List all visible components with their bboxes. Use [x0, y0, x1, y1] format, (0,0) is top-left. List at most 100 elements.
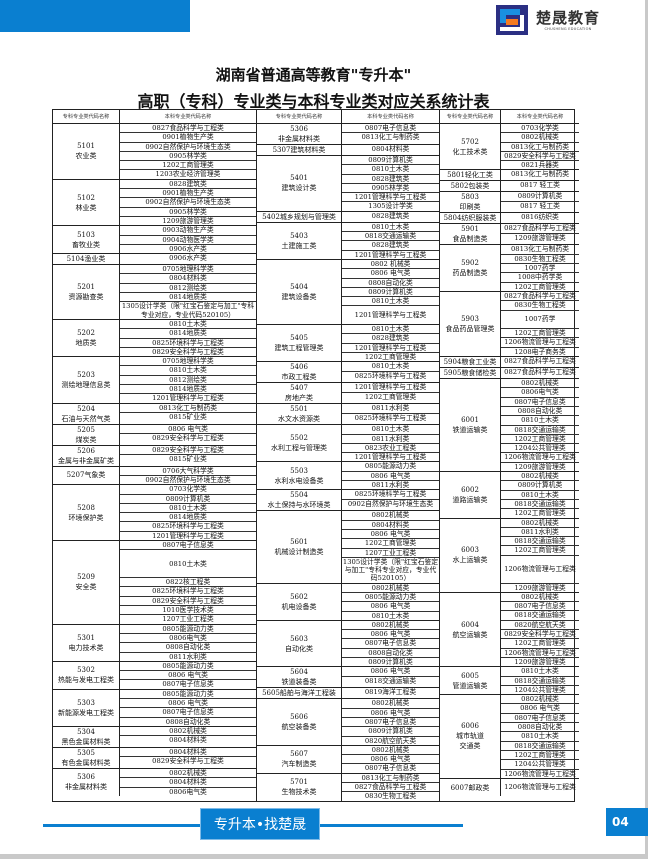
major-label: 0812测绘类 [169, 375, 207, 384]
category-label-line: 金属与非金属矿类 [58, 456, 114, 465]
major-label: 0810土木类 [371, 362, 410, 371]
major-label: 0813化工与制药类 [361, 133, 420, 142]
category-label-line: 5201 [77, 283, 95, 292]
undergraduate-major: 0809计算机类 [342, 156, 439, 166]
undergraduate-major: 1007药学 [501, 311, 579, 330]
undergraduate-major: 0818交通运输类 [501, 537, 579, 547]
undergraduate-major: 0811水利类 [342, 481, 439, 489]
category-label-line: 5303 [77, 698, 95, 707]
undergraduate-major: 0805能源动力类 [342, 462, 439, 472]
undergraduate-major: 1207工业工程类 [120, 615, 256, 623]
page-subtitle: 高职（专科）专业类与本科专业类对应关系统计表 [137, 92, 490, 111]
table-row: 6002 道路运输类 0802机械类 0809计算机类 0810土木类 0818交通运输类… [440, 472, 579, 519]
major-label: 1204公共管理类 [514, 444, 566, 453]
brand-name: 楚晟教育 [536, 8, 601, 27]
table-row: 5604 铁道装备类 0806 电气类 0818交通运输类 [257, 667, 439, 689]
table-row: 5504 水土保持与水环境类 0825环境科学与工程类 0902自然保护与环境生态类 [257, 490, 439, 512]
undergraduate-major: 1202工商管理类 [342, 539, 439, 549]
major-label: 1201管理科学与工程类 [354, 453, 427, 462]
undergraduate-major: 0802机械类 [501, 472, 579, 482]
category-label-line: 农业类 [75, 152, 97, 161]
table-row: 5605船舶与海洋工程装 0819海洋工程类 [257, 688, 439, 700]
category-label-line: 地质类 [75, 339, 97, 348]
junior-college-category: 5401 建筑设计类 [257, 156, 342, 211]
undergraduate-major: 0807电子信息类 [501, 714, 579, 724]
major-label: 0706大气科学类 [162, 466, 214, 475]
undergraduate-major: 0825环境科学与工程类 [342, 372, 439, 380]
major-label: 0802机械类 [371, 620, 410, 629]
category-label-line: 5302 [77, 666, 95, 675]
undergraduate-major: 0905林学类 [120, 152, 256, 162]
major-label: 1201管理科学与工程类 [152, 531, 224, 540]
table-row: 5503 水利水电设备类 0805能源动力类 0806 电气类 0811水利类 [257, 462, 439, 491]
undergraduate-major: 0706大气科学类 [120, 467, 256, 476]
major-label: 0829安全科学与工程类 [152, 445, 224, 454]
undergraduate-major: 1010医学技术类 [120, 606, 256, 616]
junior-college-category: 5203 测绘地理信息类 [53, 357, 120, 403]
category-label-line: 5601 [290, 538, 308, 546]
undergraduate-major: 0802机械类 [342, 584, 439, 593]
table-row: 6005 管道运输类 0810土木类 0818交通运输类 1204公共管理类 [440, 667, 579, 696]
undergraduate-major: 0810土木类 [501, 667, 579, 677]
table-row: 5607 汽车制造类 0802机械类 0806 电气类 0807电子信息类 [257, 745, 439, 774]
category-label-line: 5501 [290, 405, 308, 414]
major-label: 0822核工程类 [165, 578, 211, 587]
major-label: 0814地质类 [169, 513, 207, 522]
major-label: 0809计算机类 [368, 156, 413, 164]
undergraduate-major: 1207工业工程类 [342, 549, 439, 558]
undergraduate-major: 0828建筑类 [342, 212, 439, 220]
undergraduate-major: 0810土木类 [501, 732, 579, 742]
category-label-line: 5103 [77, 230, 95, 239]
major-label: 0807电子信息类 [514, 397, 566, 406]
junior-college-category: 5503 水利水电设备类 [257, 462, 342, 490]
undergraduate-major: 0810土木类 [342, 297, 439, 307]
major-label: 0818交通运输类 [514, 611, 566, 620]
category-label-line: 5307建筑材料类 [272, 146, 326, 154]
undergraduate-major: 0829安全科学与工程类 [120, 434, 256, 442]
major-label: 0901植物生产类 [162, 189, 214, 198]
undergraduate-major: 0807电子信息类 [120, 708, 256, 718]
undergraduate-major: 1201管理科学与工程类 [342, 453, 439, 461]
undergraduate-major: 0813化工与制药类 [342, 133, 439, 141]
major-label: 0818交通运输类 [364, 232, 417, 241]
undergraduate-major: 1202工商管理类 [501, 329, 579, 339]
junior-college-category: 5804纺织服装类 [440, 213, 501, 224]
major-label: 1007药学 [524, 264, 556, 273]
major-label: 0705地理科学类 [162, 265, 214, 274]
undergraduate-major: 1202工商管理类 [342, 353, 439, 361]
major-label: 0808自动化类 [368, 648, 413, 657]
undergraduate-major: 0811水利类 [342, 435, 439, 444]
category-label-line: 测绘地理信息类 [61, 380, 111, 389]
major-label: 0905林学类 [169, 207, 207, 216]
category-label-line: 5503 [290, 466, 308, 475]
major-label: 0814地质类 [169, 329, 207, 338]
undergraduate-major: 0802机械类 [342, 699, 439, 709]
undergraduate-major: 0804材料类 [120, 736, 256, 744]
undergraduate-major: 1209旅游管理类 [501, 463, 579, 471]
undergraduate-major: 0809计算机类 [342, 727, 439, 737]
table-row: 5903 食品药品管理类 0827食品科学与工程类 0830生物工程类 1007药学 12… [440, 291, 579, 358]
category-label-line: 药品制造类 [452, 269, 488, 278]
undergraduate-major: 0813化工与制药类 [501, 170, 579, 178]
major-label: 0809计算机类 [368, 287, 413, 296]
major-label: 1202工商管理类 [514, 434, 566, 443]
major-label: 0811水利类 [169, 652, 207, 661]
junior-college-category: 5605船舶与海洋工程装 [257, 688, 342, 699]
major-label: 0805能源动力类 [162, 689, 214, 698]
major-label: 0904动物医学类 [162, 235, 214, 244]
major-label: 0903动物生产类 [162, 226, 214, 235]
major-label: 0818交通运输类 [364, 676, 417, 685]
category-label-line: 5101 [77, 142, 95, 151]
junior-college-category: 6004 航空运输类 [440, 592, 501, 667]
table-row: 5102 林业类 0828建筑类 0901植物生产类 0902自然保护与环境生态类 090… [53, 179, 256, 227]
correspondence-table: 专科专业类代码名称 本科专业类代码名称 5101 农业类 0827食品科学与工程类 090… [52, 109, 579, 802]
major-label: 0829安全科学与工程类 [504, 630, 576, 639]
major-label: 0807电子信息类 [364, 717, 417, 726]
table-row: 5602 机电设备类 0802机械类 0805能源动力类 0806 电气类 0810土木类 [257, 583, 439, 621]
junior-college-category: 5501 水文水资源类 [257, 404, 342, 425]
undergraduate-major: 0811水利类 [120, 653, 256, 661]
major-label: 0829安全科学与工程类 [504, 151, 576, 160]
undergraduate-major: 0805能源动力类 [120, 689, 256, 700]
category-label-line: 5301 [77, 633, 95, 642]
undergraduate-major: 0906水产类 [120, 245, 256, 253]
